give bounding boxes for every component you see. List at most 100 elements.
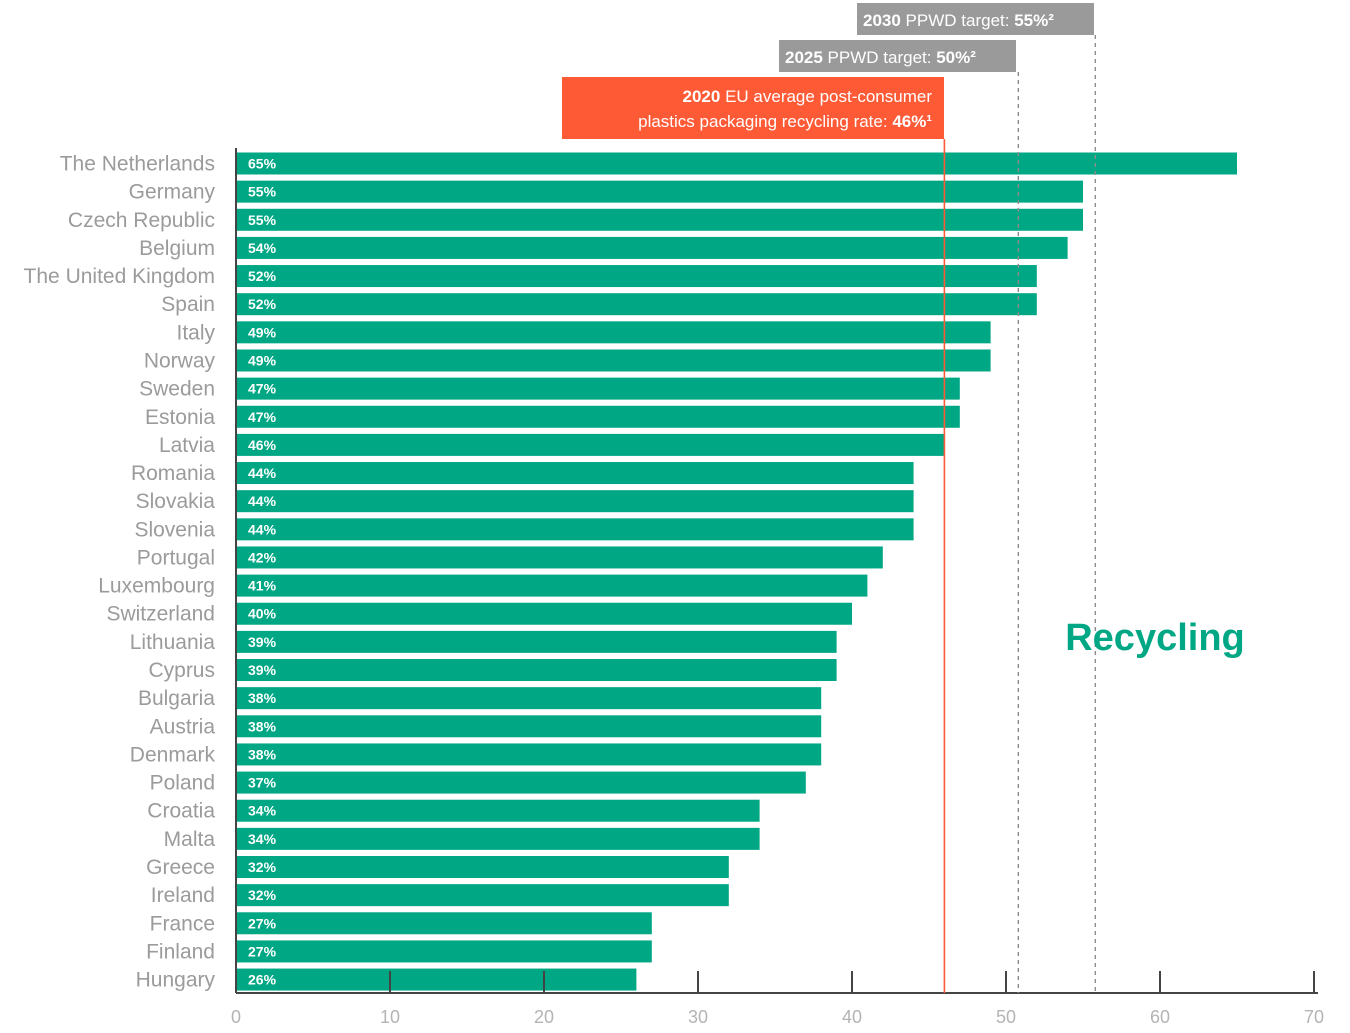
bar-value-label-romania: 44% — [248, 465, 277, 481]
category-label-spain: Spain — [161, 293, 215, 316]
reference-label-text: PPWD target: — [901, 11, 1014, 30]
category-label-croatia: Croatia — [147, 800, 215, 823]
category-label-poland: Poland — [150, 772, 215, 795]
reference-label-value: 50%² — [936, 48, 976, 67]
x-tick-label-30: 30 — [688, 1007, 708, 1027]
bar-value-label-latvia: 46% — [248, 437, 277, 453]
bar-latvia — [236, 433, 945, 456]
reference-label-box-2025 — [779, 40, 1016, 72]
bar-norway — [236, 349, 991, 372]
bar-finland — [236, 940, 652, 963]
reference-label-value: 55%² — [1014, 11, 1054, 30]
reference-label-year: 2025 — [785, 48, 823, 67]
category-label-france: France — [150, 912, 215, 935]
category-label-austria: Austria — [150, 715, 216, 738]
bar-value-label-ireland: 32% — [248, 887, 277, 903]
bar-hungary — [236, 968, 637, 991]
x-tick-label-60: 60 — [1150, 1007, 1170, 1027]
bar-value-label-luxembourg: 41% — [248, 578, 277, 594]
bar-value-label-the-united-kingdom: 52% — [248, 268, 277, 284]
x-tick-label-40: 40 — [842, 1007, 862, 1027]
bar-value-label-greece: 32% — [248, 859, 277, 875]
category-label-luxembourg: Luxembourg — [98, 575, 215, 598]
bar-value-label-lithuania: 39% — [248, 634, 277, 650]
bar-value-label-denmark: 38% — [248, 746, 277, 762]
category-label-romania: Romania — [131, 462, 215, 485]
bar-value-label-germany: 55% — [248, 184, 277, 200]
category-label-denmark: Denmark — [130, 743, 216, 766]
bar-germany — [236, 180, 1083, 203]
x-tick-label-10: 10 — [380, 1007, 400, 1027]
bar-value-label-italy: 49% — [248, 324, 277, 340]
category-label-norway: Norway — [144, 349, 216, 372]
bar-poland — [236, 771, 806, 794]
category-label-germany: Germany — [129, 181, 216, 204]
bar-lithuania — [236, 630, 837, 653]
bar-czech-republic — [236, 208, 1083, 231]
bar-value-label-finland: 27% — [248, 943, 277, 959]
side-label-recycling: Recycling — [1065, 617, 1245, 659]
category-label-sweden: Sweden — [139, 378, 215, 401]
bar-value-label-poland: 37% — [248, 775, 277, 791]
bar-value-label-estonia: 47% — [248, 409, 277, 425]
x-tick-label-70: 70 — [1304, 1007, 1324, 1027]
bar-value-label-bulgaria: 38% — [248, 690, 277, 706]
bar-croatia — [236, 799, 760, 822]
bar-value-label-norway: 49% — [248, 352, 277, 368]
reference-label-2025: 2025 PPWD target: 50%² — [785, 48, 976, 67]
category-label-czech-republic: Czech Republic — [68, 209, 215, 232]
bar-switzerland — [236, 602, 852, 625]
reference-label-year: 2020 — [683, 87, 721, 106]
bar-value-label-croatia: 34% — [248, 803, 277, 819]
category-label-portugal: Portugal — [137, 546, 215, 569]
bar-denmark — [236, 743, 822, 766]
bar-belgium — [236, 236, 1068, 259]
bar-value-label-the-netherlands: 65% — [248, 156, 277, 172]
category-label-lithuania: Lithuania — [130, 631, 216, 654]
reference-label-2020-line1: 2020 EU average post-consumer — [683, 87, 933, 106]
reference-label-2030: 2030 PPWD target: 55%² — [863, 11, 1054, 30]
bar-value-label-czech-republic: 55% — [248, 212, 277, 228]
bar-the-netherlands — [236, 152, 1237, 175]
bar-greece — [236, 856, 729, 878]
category-label-italy: Italy — [176, 321, 215, 344]
reference-label-box-2020 — [562, 77, 944, 139]
category-label-switzerland: Switzerland — [106, 603, 215, 626]
bar-value-label-portugal: 42% — [248, 549, 277, 565]
reference-label-text: EU average post-consumer — [720, 87, 932, 106]
bar-spain — [236, 293, 1037, 316]
bar-portugal — [236, 546, 883, 569]
bar-value-label-malta: 34% — [248, 831, 277, 847]
bar-value-label-austria: 38% — [248, 718, 277, 734]
reference-label-value: 46%¹ — [892, 112, 932, 131]
bar-sweden — [236, 377, 960, 400]
category-label-cyprus: Cyprus — [148, 659, 215, 682]
bar-value-label-switzerland: 40% — [248, 606, 277, 622]
category-label-ireland: Ireland — [151, 884, 215, 907]
category-label-hungary: Hungary — [136, 969, 216, 992]
bar-value-label-sweden: 47% — [248, 381, 277, 397]
category-label-the-netherlands: The Netherlands — [60, 153, 215, 176]
category-label-the-united-kingdom: The United Kingdom — [24, 265, 215, 288]
bar-austria — [236, 715, 822, 738]
reference-label-2020-line2: plastics packaging recycling rate: 46%¹ — [638, 112, 932, 131]
bar-value-label-slovenia: 44% — [248, 521, 277, 537]
bar-value-label-spain: 52% — [248, 296, 277, 312]
x-tick-label-0: 0 — [231, 1007, 241, 1027]
category-label-greece: Greece — [146, 856, 215, 879]
bar-luxembourg — [236, 574, 868, 597]
category-label-bulgaria: Bulgaria — [138, 687, 215, 710]
bar-ireland — [236, 884, 729, 907]
reference-label-year: 2030 — [863, 11, 901, 30]
x-tick-label-50: 50 — [996, 1007, 1016, 1027]
category-label-finland: Finland — [146, 940, 215, 963]
category-label-slovenia: Slovenia — [134, 518, 215, 541]
bar-malta — [236, 827, 760, 850]
category-label-belgium: Belgium — [139, 237, 215, 260]
bar-slovakia — [236, 490, 914, 513]
x-tick-label-20: 20 — [534, 1007, 554, 1027]
bar-bulgaria — [236, 687, 822, 710]
bar-the-united-kingdom — [236, 265, 1037, 288]
bar-romania — [236, 462, 914, 485]
